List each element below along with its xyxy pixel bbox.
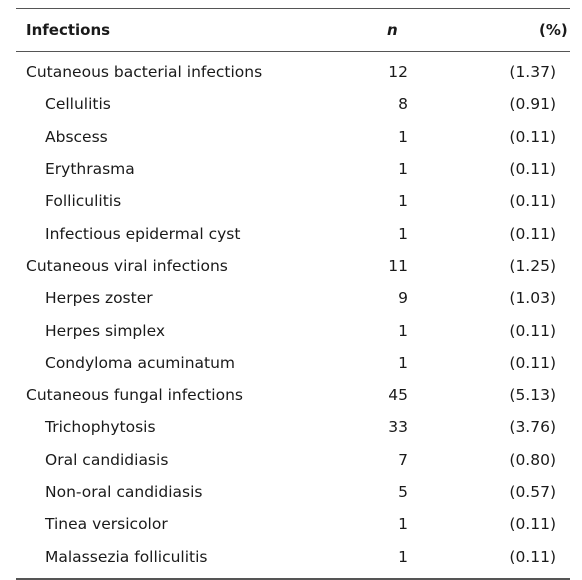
cell-n: 1 <box>398 515 408 534</box>
table-top-rule <box>16 8 570 9</box>
cell-percent: (0.91) <box>509 95 556 114</box>
table-row-subcategory: Cellulitis 8 (0.91) <box>16 88 570 120</box>
cell-infection-name: Herpes simplex <box>45 321 166 340</box>
cell-percent: (0.11) <box>509 321 556 340</box>
cell-infection-name: Cutaneous fungal infections <box>26 386 243 405</box>
table-row-subcategory: Malassezia folliculitis 1 (0.11) <box>16 540 570 572</box>
cell-infection-name: Abscess <box>45 127 108 146</box>
table-row-subcategory: Folliculitis 1 (0.11) <box>16 185 570 217</box>
table-row-subcategory: Non-oral candidiasis 5 (0.57) <box>16 476 570 508</box>
cell-percent: (1.03) <box>509 289 556 308</box>
cell-percent: (0.11) <box>509 192 556 211</box>
table-row-subcategory: Herpes zoster 9 (1.03) <box>16 282 570 314</box>
table-bottom-rule <box>16 577 570 580</box>
header-percent: (%) <box>539 21 568 39</box>
cell-infection-name: Cutaneous viral infections <box>26 256 228 275</box>
cell-n: 1 <box>398 192 408 211</box>
cell-n: 1 <box>398 321 408 340</box>
cell-n: 11 <box>388 256 408 275</box>
cell-infection-name: Tinea versicolor <box>45 515 168 534</box>
table-row-subcategory: Trichophytosis 33 (3.76) <box>16 411 570 443</box>
cell-infection-name: Trichophytosis <box>45 418 156 437</box>
cell-percent: (1.37) <box>509 63 556 82</box>
table-body: Cutaneous bacterial infections 12 (1.37) Ce… <box>16 52 570 578</box>
table-row-category: Cutaneous fungal infections 45 (5.13) <box>16 379 570 411</box>
cell-infection-name: Infectious epidermal cyst <box>45 224 241 243</box>
cell-n: 33 <box>388 418 408 437</box>
cell-n: 5 <box>398 483 408 501</box>
cell-infection-name: Malassezia folliculitis <box>45 547 208 566</box>
cell-percent: (0.11) <box>509 224 556 243</box>
table-row-subcategory: Condyloma acuminatum 1 (0.11) <box>16 347 570 379</box>
table-row-subcategory: Erythrasma 1 (0.11) <box>16 153 570 185</box>
cell-percent: (0.11) <box>509 160 556 179</box>
table-row-subcategory: Herpes simplex 1 (0.11) <box>16 314 570 346</box>
cell-n: 12 <box>388 63 408 82</box>
cell-percent: (0.11) <box>509 353 556 372</box>
table-row-subcategory: Tinea versicolor 1 (0.11) <box>16 508 570 540</box>
table-row-subcategory: Infectious epidermal cyst 1 (0.11) <box>16 217 570 249</box>
cell-infection-name: Erythrasma <box>45 160 135 179</box>
table-header-row: Infections n (%) <box>16 9 570 51</box>
cell-infection-name: Oral candidiasis <box>45 450 169 469</box>
cell-percent: (5.13) <box>509 386 556 405</box>
cell-infection-name: Non-oral candidiasis <box>45 483 203 501</box>
cell-infection-name: Condyloma acuminatum <box>45 353 236 372</box>
header-n: n <box>387 21 398 39</box>
cell-n: 9 <box>398 289 408 308</box>
table-row-category: Cutaneous bacterial infections 12 (1.37) <box>16 56 570 88</box>
cell-n: 1 <box>398 127 408 146</box>
cell-infection-name: Cutaneous bacterial infections <box>26 63 263 82</box>
cell-infection-name: Cellulitis <box>45 95 111 114</box>
cell-n: 1 <box>398 160 408 179</box>
cell-percent: (3.76) <box>509 418 556 437</box>
cell-n: 8 <box>398 95 408 114</box>
infections-table: Infections n (%) Cutaneous bacterial inf… <box>16 8 570 580</box>
table-row-category: Cutaneous viral infections 11 (1.25) <box>16 250 570 282</box>
cell-n: 7 <box>398 450 408 469</box>
cell-percent: (0.11) <box>509 547 556 566</box>
table-row-subcategory: Oral candidiasis 7 (0.80) <box>16 444 570 476</box>
cell-n: 1 <box>398 224 408 243</box>
cell-infection-name: Folliculitis <box>45 192 122 211</box>
cell-n: 45 <box>388 386 408 405</box>
cell-percent: (0.11) <box>509 515 556 534</box>
cell-infection-name: Herpes zoster <box>45 289 153 308</box>
header-infections: Infections <box>26 21 111 39</box>
cell-percent: (1.25) <box>509 256 556 275</box>
cell-percent: (0.57) <box>509 483 556 501</box>
cell-percent: (0.80) <box>509 450 556 469</box>
cell-n: 1 <box>398 547 408 566</box>
table-header-rule <box>16 51 570 52</box>
cell-n: 1 <box>398 353 408 372</box>
table-row-subcategory: Abscess 1 (0.11) <box>16 121 570 153</box>
cell-percent: (0.11) <box>509 127 556 146</box>
